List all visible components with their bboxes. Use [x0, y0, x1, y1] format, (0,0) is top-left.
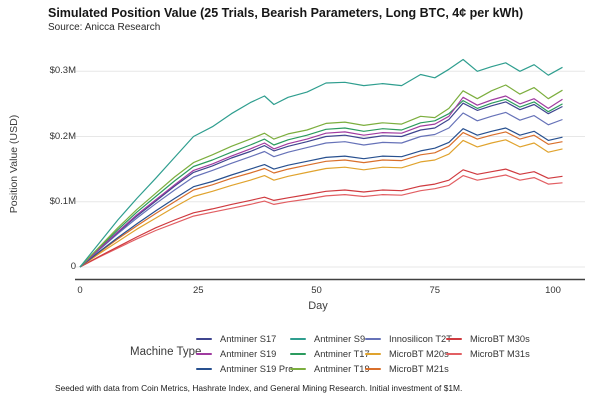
legend-swatch	[196, 368, 212, 371]
y-tick-label: 0	[70, 261, 76, 272]
x-axis-title: Day	[308, 300, 328, 312]
y-axis-title: Position Value (USD)	[8, 114, 20, 214]
chart-title: Simulated Position Value (25 Trials, Bea…	[48, 6, 524, 20]
legend-label: Antminer S9	[314, 333, 366, 344]
legend-column: MicroBT M30s MicroBT M31s	[446, 331, 530, 362]
series-line-innosilicon-t2t	[79, 111, 563, 268]
legend-swatch	[365, 368, 381, 371]
legend-swatch	[446, 353, 462, 356]
legend-item-antminer-s17: Antminer S17	[196, 331, 293, 346]
x-tick-label: 100	[545, 285, 561, 296]
legend-swatch	[446, 337, 462, 340]
series-line-microbt-m31s	[79, 174, 563, 268]
x-tick-label: 25	[192, 285, 204, 296]
legend-label: Innosilicon T2T	[389, 333, 452, 344]
chart-subtitle: Source: Anicca Research	[48, 22, 161, 33]
legend-label: Antminer S19 Pro	[220, 364, 294, 375]
legend-item-microbt-m21s: MicroBT M21s	[365, 362, 452, 377]
series-line-antminer-s19	[79, 95, 563, 268]
legend-item-antminer-t17: Antminer T17	[290, 346, 370, 361]
legend-label: Antminer S19	[220, 349, 277, 360]
y-tick-label: $0.1M	[49, 195, 76, 207]
legend-column: Antminer S17 Antminer S19 Antminer S19 Pro	[196, 331, 293, 377]
series-line-antminer-t19	[79, 84, 563, 268]
legend-label: Antminer T17	[314, 349, 370, 360]
legend-swatch	[290, 353, 306, 356]
x-tick-label: 75	[429, 285, 441, 296]
legend-item-microbt-m20s: MicroBT M20s	[365, 346, 452, 361]
legend-label: MicroBT M21s	[389, 364, 449, 375]
footnote: Seeded with data from Coin Metrics, Hash…	[55, 383, 463, 393]
legend-swatch	[196, 353, 212, 356]
legend-column: Innosilicon T2T MicroBT M20s MicroBT M21s	[365, 331, 452, 377]
legend-swatch	[196, 337, 212, 340]
series-line-microbt-m20s	[79, 139, 563, 268]
series-line-antminer-t17	[79, 98, 563, 268]
legend-label: Antminer S17	[220, 333, 277, 344]
legend-title: Machine Type	[130, 346, 202, 358]
legend-swatch	[365, 337, 381, 340]
legend-label: MicroBT M31s	[470, 349, 530, 360]
x-tick-label: 0	[77, 285, 83, 296]
legend-swatch	[290, 337, 306, 340]
series-line-microbt-m21s	[79, 131, 563, 268]
legend-label: MicroBT M30s	[470, 333, 530, 344]
series-line-antminer-s17	[79, 101, 563, 268]
legend-label: Antminer T19	[314, 364, 370, 375]
y-tick-label: $0.2M	[49, 130, 76, 142]
legend-item-antminer-s9: Antminer S9	[290, 331, 370, 346]
legend-label: MicroBT M20s	[389, 349, 449, 360]
series-line-antminer-s9	[79, 58, 563, 268]
legend-swatch	[290, 368, 306, 371]
y-tick-label: $0.3M	[49, 65, 76, 77]
legend-item-microbt-m31s: MicroBT M31s	[446, 346, 530, 361]
series-line-antminer-s19-pro	[79, 127, 563, 268]
legend-column: Antminer S9 Antminer T17 Antminer T19	[290, 331, 370, 377]
legend-item-antminer-s19: Antminer S19	[196, 346, 293, 361]
legend-item-microbt-m30s: MicroBT M30s	[446, 331, 530, 346]
legend-item-innosilicon-t2t: Innosilicon T2T	[365, 331, 452, 346]
x-tick-label: 50	[311, 285, 322, 296]
legend-item-antminer-t19: Antminer T19	[290, 362, 370, 377]
series-line-microbt-m30s	[79, 168, 563, 268]
legend-swatch	[365, 353, 381, 356]
legend-item-antminer-s19-pro: Antminer S19 Pro	[196, 362, 293, 377]
